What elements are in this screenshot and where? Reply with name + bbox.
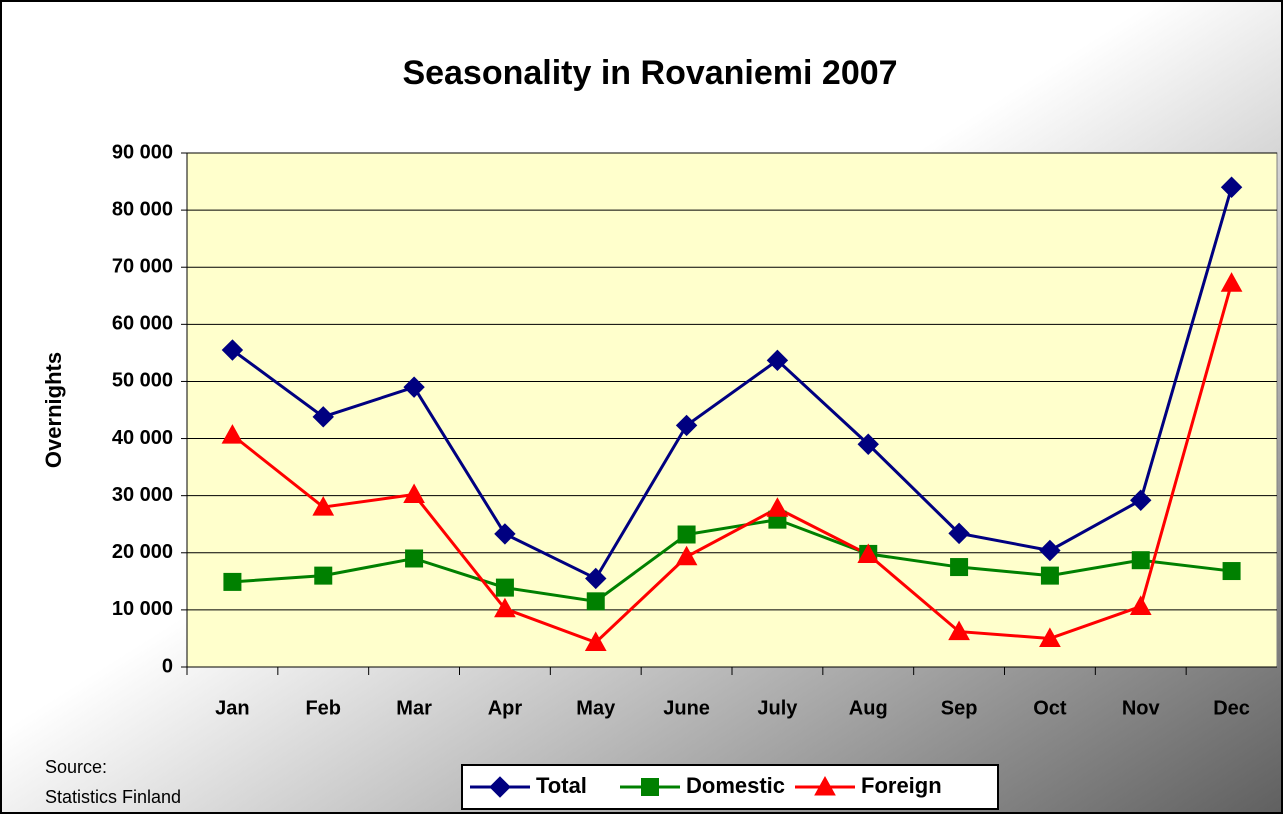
data-point: [494, 523, 516, 545]
source-note: Source:: [45, 757, 107, 777]
legend-marker: [489, 776, 511, 798]
y-axis-label: Overnights: [41, 352, 66, 468]
data-point: [584, 631, 607, 651]
legend-label: Domestic: [686, 773, 785, 798]
y-tick-label: 60 000: [112, 313, 173, 335]
legend-marker: [814, 775, 836, 796]
y-tick-label: 10 000: [112, 598, 173, 620]
data-point: [1222, 562, 1241, 581]
x-tick-label: July: [757, 697, 798, 719]
data-point: [312, 406, 334, 428]
x-tick-label: Nov: [1122, 697, 1161, 719]
data-point: [857, 543, 880, 563]
x-tick-label: Oct: [1033, 697, 1067, 719]
y-tick-label: 0: [162, 655, 173, 677]
data-point: [675, 545, 698, 566]
data-point: [314, 566, 333, 585]
data-point: [766, 497, 789, 517]
source-note: Statistics Finland: [45, 787, 181, 807]
data-point: [1220, 176, 1243, 198]
legend: [461, 764, 999, 810]
y-tick-label: 70 000: [112, 256, 173, 278]
data-point: [223, 572, 242, 591]
data-point: [1130, 489, 1152, 511]
x-tick-label: Apr: [488, 697, 523, 719]
y-tick-label: 20 000: [112, 541, 173, 563]
data-point: [948, 620, 970, 641]
x-tick-label: Aug: [849, 697, 888, 719]
y-tick-label: 90 000: [112, 141, 173, 163]
x-tick-label: June: [663, 697, 710, 719]
data-point: [950, 558, 969, 577]
data-point: [766, 349, 789, 372]
x-tick-label: Mar: [396, 697, 432, 719]
data-point: [495, 578, 514, 597]
y-tick-label: 50 000: [112, 370, 173, 392]
x-tick-label: Jan: [215, 697, 249, 719]
data-point: [221, 424, 244, 444]
legend-label: Total: [536, 773, 587, 798]
data-point: [677, 525, 696, 544]
data-point: [494, 597, 516, 618]
data-point: [403, 376, 425, 398]
data-point: [1129, 595, 1152, 615]
data-point: [1040, 566, 1059, 585]
data-point: [405, 549, 424, 568]
data-point: [586, 592, 605, 611]
legend-label: Foreign: [861, 773, 942, 798]
data-point: [1220, 272, 1243, 292]
series-line: [231, 282, 1234, 645]
data-point: [403, 483, 425, 504]
data-point: [675, 414, 698, 437]
data-point: [1039, 627, 1061, 647]
series-line: [232, 518, 1232, 603]
data-point: [1039, 539, 1061, 562]
data-point: [585, 567, 607, 590]
y-tick-label: 40 000: [112, 427, 173, 449]
data-point: [312, 496, 335, 516]
series-line: [231, 186, 1234, 581]
x-tick-label: May: [576, 697, 616, 719]
x-tick-label: Feb: [305, 697, 341, 719]
legend-marker: [641, 778, 659, 796]
data-point: [221, 339, 244, 361]
y-tick-label: 80 000: [112, 198, 173, 220]
x-tick-label: Sep: [941, 697, 978, 719]
x-tick-label: Dec: [1213, 697, 1250, 719]
plot-area: [186, 152, 1278, 668]
y-tick-label: 30 000: [112, 484, 173, 506]
data-point: [948, 522, 970, 545]
data-point: [857, 433, 879, 455]
chart-title: Seasonality in Rovaniemi 2007: [402, 54, 897, 92]
data-point: [1131, 551, 1150, 570]
